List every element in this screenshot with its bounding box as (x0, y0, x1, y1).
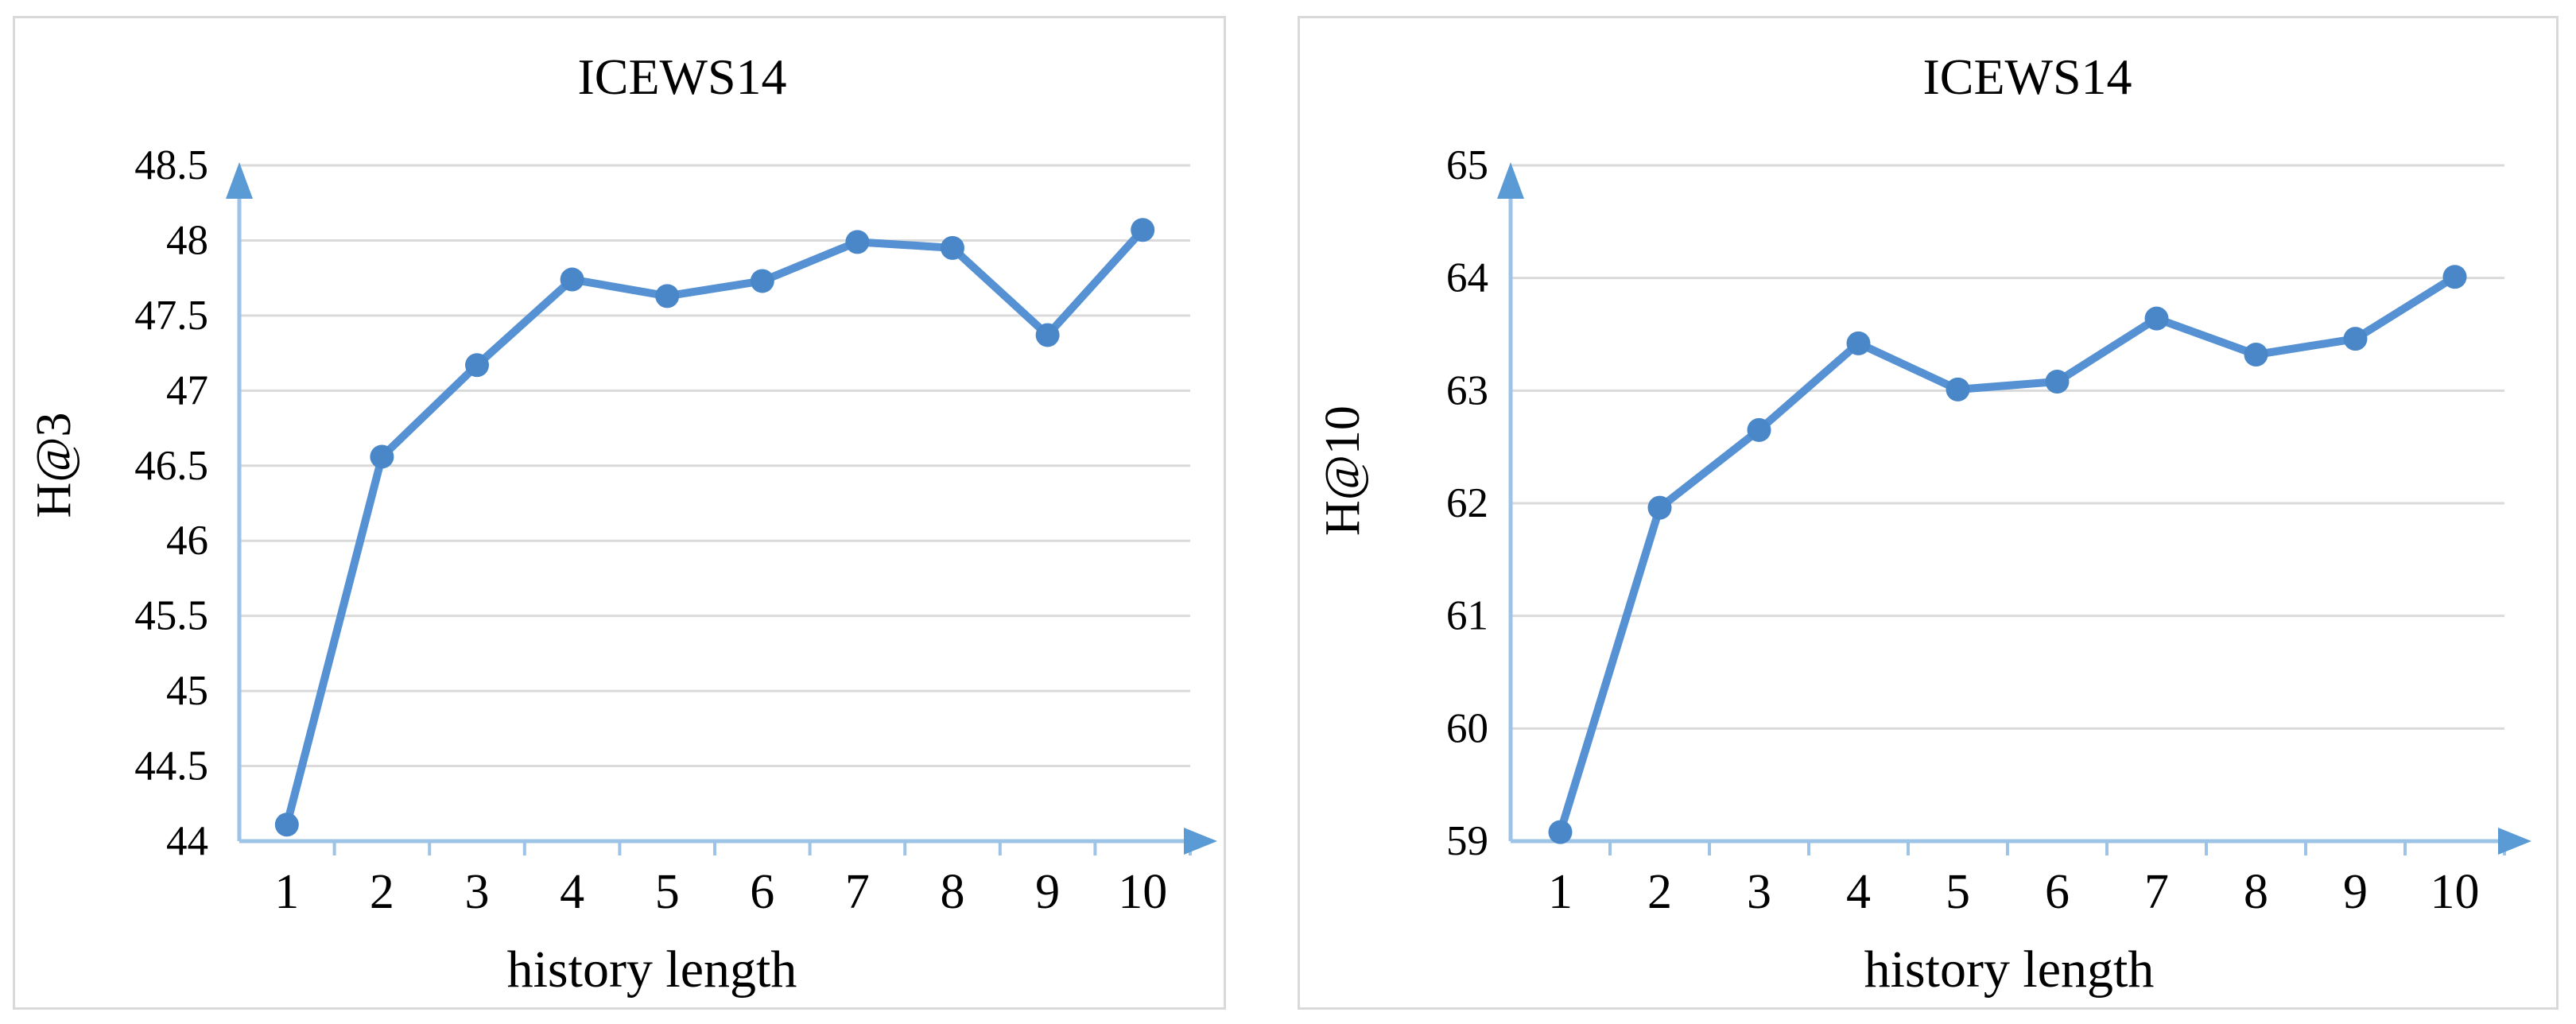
x-tick-label: 9 (2343, 865, 2368, 919)
x-axis-title-right: history length (1864, 941, 2155, 999)
x-tick-label: 5 (655, 865, 680, 919)
x-tick-label: 1 (274, 865, 299, 919)
data-point-marker (2442, 265, 2467, 289)
data-point-marker (750, 269, 774, 293)
y-tick-label: 63 (1446, 367, 1488, 413)
data-point-marker (1747, 417, 1771, 442)
data-point-marker (1548, 820, 1573, 844)
y-tick-label: 48 (166, 217, 208, 263)
data-point-marker (2343, 327, 2368, 351)
data-point-marker (560, 267, 584, 292)
data-point-marker (845, 230, 870, 254)
y-tick-label: 45 (166, 668, 208, 714)
x-tick-label: 3 (1747, 865, 1771, 919)
data-point-marker (2244, 343, 2268, 367)
x-tick-label: 6 (2045, 865, 2070, 919)
chart-title-left: ICEWS14 (577, 48, 787, 105)
x-axis-arrow-icon (1184, 828, 1217, 855)
y-axis-title-h10: H@10 (1316, 405, 1370, 536)
x-tick-label: 6 (750, 865, 774, 919)
data-point-marker (1946, 377, 1970, 401)
data-point-marker (370, 444, 394, 469)
x-tick-label: 7 (845, 865, 870, 919)
data-point-marker (941, 235, 964, 260)
y-tick-label: 64 (1446, 255, 1488, 301)
x-tick-label: 10 (2431, 865, 2480, 919)
y-tick-label: 45.5 (134, 593, 208, 639)
x-axis-arrow-icon (2498, 828, 2531, 855)
x-tick-label: 2 (370, 865, 394, 919)
x-tick-label: 8 (2244, 865, 2268, 919)
y-tick-label: 59 (1446, 818, 1488, 864)
x-tick-label: 10 (1118, 865, 1167, 919)
x-tick-label: 3 (465, 865, 490, 919)
y-tick-label: 48.5 (134, 142, 208, 188)
y-tick-label: 44.5 (134, 743, 208, 789)
y-tick-label: 65 (1446, 142, 1488, 188)
data-point-marker (1647, 495, 1672, 520)
chart-h10: 59 60 61 62 63 64 65 1 2 3 4 5 6 7 8 9 10 (1446, 142, 2531, 919)
y-tick-label: 46 (166, 518, 208, 564)
series-line (1556, 273, 2459, 836)
x-tick-label: 8 (941, 865, 965, 919)
x-tick-label: 5 (1946, 865, 1970, 919)
y-tick-label: 62 (1446, 480, 1488, 526)
data-point-marker (2045, 370, 2070, 394)
x-tick-label: 4 (1846, 865, 1871, 919)
y-tick-label: 61 (1446, 593, 1488, 639)
x-tick-label: 2 (1647, 865, 1672, 919)
chart-title-right: ICEWS14 (1922, 48, 2132, 105)
data-point-marker (465, 353, 489, 378)
y-tick-label: 44 (166, 818, 208, 864)
x-tick-label: 4 (560, 865, 584, 919)
data-point-marker (1035, 323, 1060, 347)
y-tick-label: 60 (1446, 705, 1488, 751)
y-axis-title-h3: H@3 (27, 412, 81, 518)
x-tick-label: 9 (1035, 865, 1060, 919)
y-tick-label: 46.5 (134, 443, 208, 489)
data-point-marker (274, 813, 299, 837)
x-tick-label: 1 (1548, 865, 1573, 919)
y-axis-arrow-icon (1497, 162, 1524, 199)
y-tick-label: 47.5 (134, 293, 208, 339)
x-axis-title-left: history length (506, 941, 797, 999)
data-point-marker (1131, 218, 1155, 242)
data-point-marker (655, 284, 680, 308)
y-tick-label: 47 (166, 367, 208, 413)
series-line (282, 226, 1147, 829)
data-point-marker (2144, 306, 2169, 331)
x-tick-label: 7 (2144, 865, 2169, 919)
y-axis-arrow-icon (226, 162, 253, 199)
data-point-marker (1846, 331, 1871, 355)
